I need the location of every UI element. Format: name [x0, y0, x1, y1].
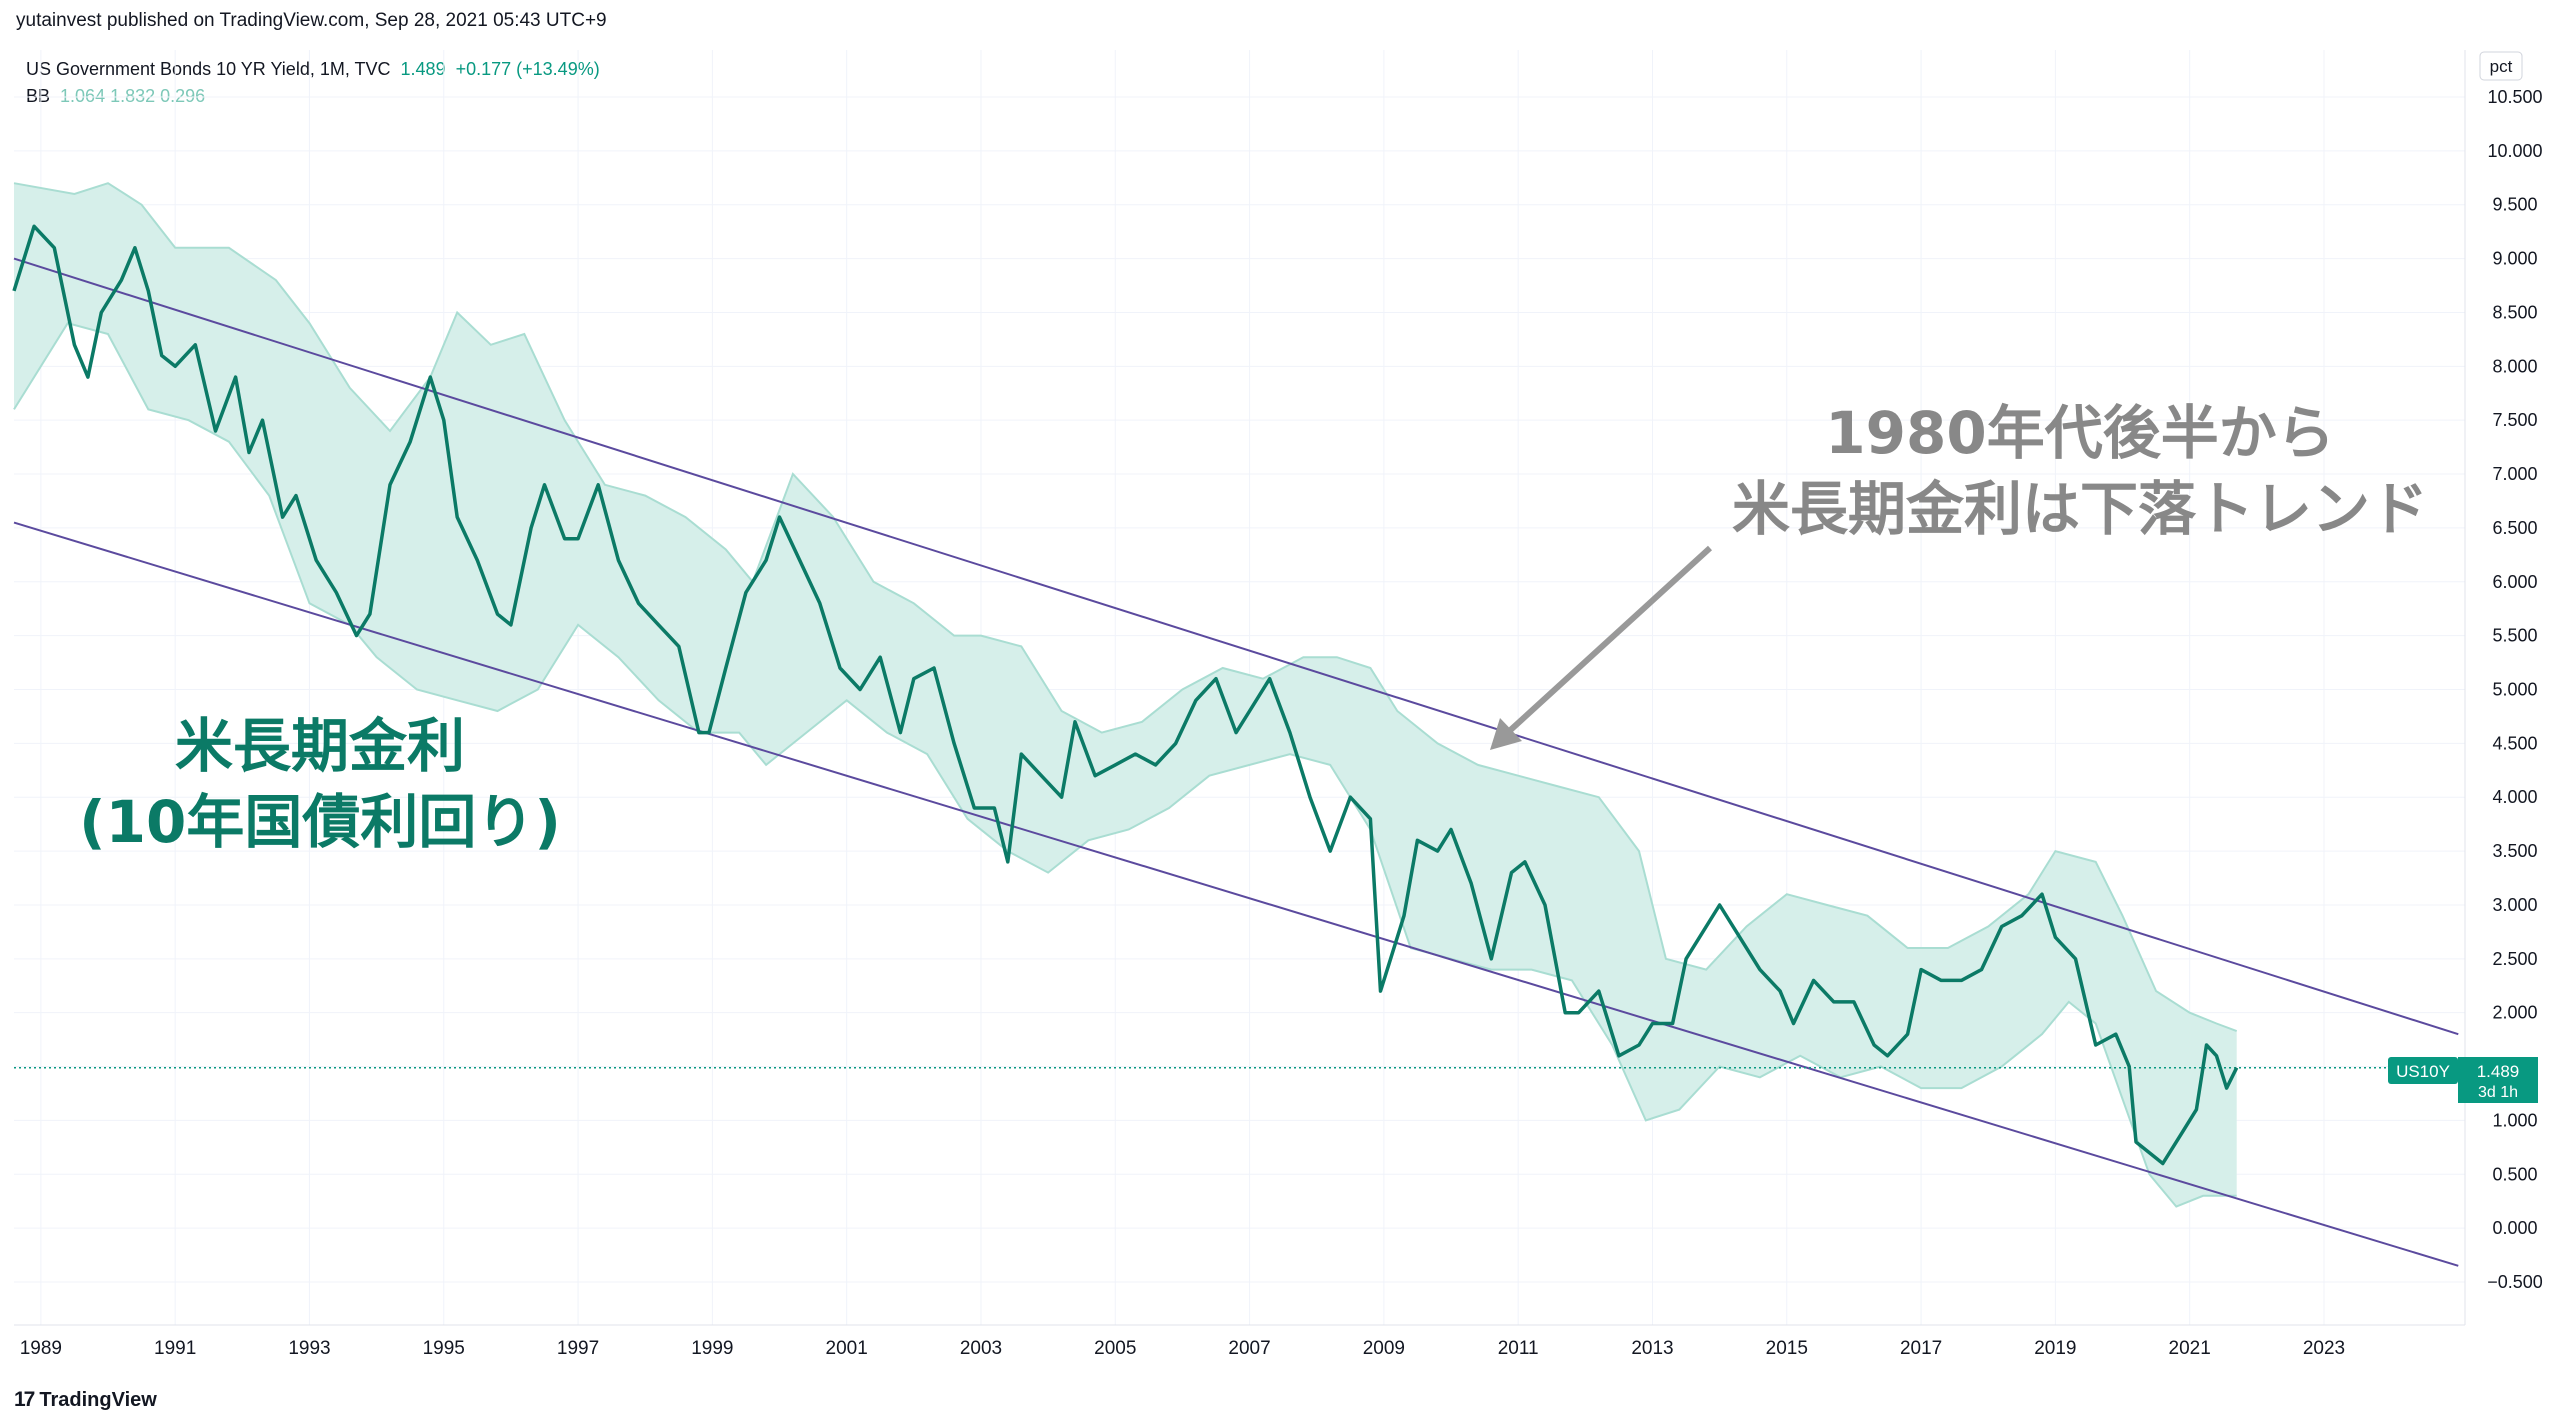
y-tick-label: 0.500 — [2492, 1164, 2537, 1184]
y-tick-label: 4.500 — [2492, 733, 2537, 753]
arrow-head — [1490, 718, 1522, 750]
annotation-right-line2: 米長期金利は下落トレンド — [1731, 475, 2428, 543]
y-tick-label: 9.500 — [2492, 195, 2537, 215]
bb-label: BB — [26, 86, 51, 106]
x-tick-label: 2005 — [1094, 1338, 1136, 1359]
y-tick-label: 0.000 — [2492, 1218, 2537, 1238]
bb-legend-row[interactable]: BB 1.064 1.832 0.296 — [26, 83, 600, 110]
x-tick-label: 1993 — [288, 1338, 330, 1359]
x-tick-label: 1995 — [423, 1338, 465, 1359]
y-tick-label: 5.000 — [2492, 680, 2537, 700]
y-tick-label: 3.000 — [2492, 895, 2537, 915]
price-label-box: US10Y 1.489 3d 1h — [2388, 1057, 2538, 1103]
tradingview-mark-icon: 17 — [14, 1388, 35, 1411]
y-tick-label: 5.500 — [2492, 626, 2537, 646]
chart-grid — [14, 50, 2465, 1325]
x-tick-label: 1989 — [20, 1338, 62, 1359]
price-ticker: US10Y — [2396, 1062, 2450, 1081]
publisher-credit: yutainvest published on TradingView.com,… — [16, 10, 607, 31]
y-tick-label: 9.000 — [2492, 249, 2537, 269]
y-tick-label: −0.500 — [2487, 1272, 2543, 1292]
symbol-legend-row[interactable]: US Government Bonds 10 YR Yield, 1M, TVC… — [26, 56, 600, 83]
bar-countdown: 3d 1h — [2478, 1084, 2518, 1101]
x-tick-label: 2001 — [826, 1338, 868, 1359]
upper-trend-line — [13, 257, 2459, 1036]
x-tick-label: 2011 — [1498, 1338, 1539, 1359]
y-tick-label: 8.500 — [2492, 302, 2537, 322]
tradingview-brand: TradingView — [39, 1388, 157, 1411]
arrow-shaft — [1502, 545, 1713, 738]
bollinger-lower-line — [13, 322, 2237, 1208]
y-tick-label: 3.500 — [2492, 841, 2537, 861]
price-value-tag — [2458, 1057, 2538, 1103]
bb-values: 1.064 1.832 0.296 — [60, 86, 206, 106]
annotation-right-line1: 1980年代後半から — [1825, 399, 2335, 467]
lower-trend-line — [13, 521, 2459, 1267]
annotation-us-long-rate: 米長期金利 (10年国債利回り) — [60, 708, 580, 860]
tradingview-logo[interactable]: 17 TradingView — [14, 1388, 157, 1412]
y-tick-label: 7.000 — [2492, 464, 2537, 484]
x-tick-label: 2003 — [960, 1338, 1002, 1359]
y-tick-label: 4.000 — [2492, 787, 2537, 807]
x-tick-label: 2013 — [1631, 1338, 1673, 1359]
x-tick-label: 2017 — [1900, 1338, 1942, 1359]
y-axis-unit: pct — [2490, 57, 2513, 76]
x-tick-label: 2019 — [2034, 1338, 2076, 1359]
price-value: 1.489 — [2477, 1062, 2520, 1081]
annotation-left-line1: 米長期金利 — [174, 712, 465, 780]
symbol-title: US Government Bonds 10 YR Yield, 1M, TVC — [26, 59, 391, 79]
x-tick-label: 1991 — [154, 1338, 196, 1359]
y-axis-unit-box — [2479, 51, 2523, 81]
bollinger-upper-line — [13, 182, 2238, 1032]
price-ticker-tag — [2388, 1057, 2458, 1084]
x-tick-label: 2021 — [2169, 1338, 2211, 1359]
y-tick-label: 10.500 — [2487, 87, 2542, 107]
y-tick-label: 6.500 — [2492, 518, 2537, 538]
y-tick-label: 10.000 — [2487, 141, 2542, 161]
y-tick-label: 7.500 — [2492, 410, 2537, 430]
y-axis: 10.500 10.000 9.500 9.000 8.500 8.000 7.500 7.0… — [2464, 50, 2543, 1325]
x-axis: 1989 1991 1993 1995 1997 1999 2001 2003 2005 2007… — [14, 1324, 2465, 1359]
x-tick-label: 1999 — [691, 1338, 733, 1359]
x-tick-label: 2015 — [1766, 1338, 1808, 1359]
yield-series-line — [12, 224, 2239, 1166]
price-change: +0.177 (+13.49%) — [455, 59, 600, 79]
chart-legend: US Government Bonds 10 YR Yield, 1M, TVC… — [26, 56, 600, 110]
y-tick-label: 1.000 — [2492, 1110, 2537, 1130]
last-price: 1.489 — [400, 59, 446, 79]
x-tick-label: 1997 — [557, 1338, 599, 1359]
x-tick-label: 2023 — [2303, 1338, 2345, 1359]
x-tick-label: 2007 — [1228, 1338, 1270, 1359]
bollinger-band-fill — [14, 183, 2237, 1207]
y-tick-label: 2.000 — [2492, 1003, 2537, 1023]
y-tick-label: 6.000 — [2492, 572, 2537, 592]
annotation-downtrend: 1980年代後半から 米長期金利は下落トレンド — [1680, 395, 2480, 547]
y-tick-label: 8.000 — [2492, 356, 2537, 376]
y-tick-label: 2.500 — [2492, 949, 2537, 969]
x-tick-label: 2009 — [1363, 1338, 1405, 1359]
annotation-left-line2: (10年国債利回り) — [79, 788, 561, 856]
